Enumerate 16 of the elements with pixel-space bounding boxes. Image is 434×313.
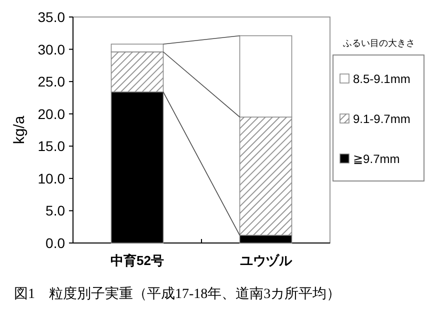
y-tick-label: 35.0	[38, 9, 66, 25]
legend-label: 9.1-9.7mm	[353, 112, 410, 126]
legend-label: ≧9.7mm	[353, 152, 400, 166]
y-tick-label: 20.0	[38, 106, 66, 122]
text: 図1 粒度別子実重（平成17-18年、道南3カ所平均）	[14, 286, 341, 302]
y-tick-label: 30.0	[38, 41, 66, 58]
legend-label: 8.5-9.1mm	[353, 72, 410, 86]
y-tick-label: 15.0	[38, 138, 66, 154]
y-tick-label: 0.0	[46, 235, 66, 251]
y-tick-label: 5.0	[46, 202, 66, 219]
y-tick-label: 25.0	[38, 74, 66, 90]
x-tick-label: 中育52号	[110, 253, 164, 268]
y-tick-label: 10.0	[38, 170, 66, 186]
x-tick-label: ユウヅル	[240, 253, 293, 268]
legend-title: ふるい目の大きさ	[342, 38, 415, 48]
y-axis-title: kg/a	[11, 115, 28, 144]
